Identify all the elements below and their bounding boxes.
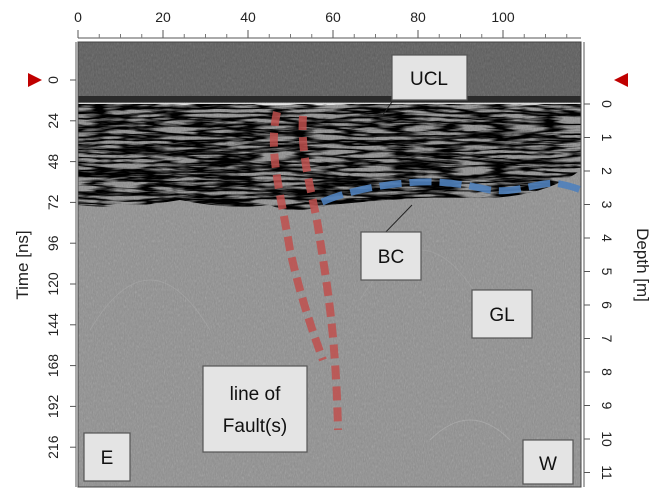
top-axis: 0 20 40 60 80 100	[74, 9, 581, 39]
left-axis-title: Time [ns]	[13, 230, 32, 299]
top-tick-label: 20	[155, 9, 171, 25]
plot-frame	[77, 41, 582, 488]
svg-text:BC: BC	[378, 247, 404, 268]
ucl-callout: UCL	[391, 54, 468, 101]
bc-reflector-line	[320, 178, 583, 206]
top-tick-label: 60	[325, 9, 341, 25]
right-axis-title: Depth [m]	[633, 228, 652, 302]
left-tick-label: 144	[45, 313, 61, 337]
svg-text:Fault(s): Fault(s)	[223, 416, 287, 437]
fault-line-left	[269, 111, 327, 362]
right-tick-label: 3	[599, 201, 615, 209]
east-label: E	[83, 432, 131, 482]
right-tick-label: 4	[599, 234, 615, 242]
top-tick-label: 40	[240, 9, 256, 25]
top-tick-label: 80	[410, 9, 426, 25]
right-surface-marker-icon	[614, 73, 628, 87]
left-tick-label: 96	[45, 235, 61, 251]
right-tick-label: 11	[599, 465, 615, 480]
right-tick-label: 0	[599, 100, 615, 108]
west-label: W	[522, 439, 574, 485]
right-tick-label: 6	[599, 301, 615, 309]
gl-callout: GL	[471, 289, 533, 339]
svg-text:E: E	[101, 448, 114, 469]
top-tick-label: 0	[74, 9, 82, 25]
right-tick-label: 7	[599, 335, 615, 343]
radargram-image	[78, 42, 581, 487]
svg-text:GL: GL	[489, 305, 514, 326]
right-tick-label: 8	[599, 368, 615, 376]
left-tick-label: 48	[45, 154, 61, 170]
left-tick-label: 216	[45, 435, 61, 459]
left-tick-label: 0	[45, 76, 61, 84]
left-tick-label: 24	[45, 113, 61, 129]
right-tick-label: 5	[599, 268, 615, 276]
fault-line-right	[298, 115, 342, 431]
right-tick-label: 9	[599, 402, 615, 410]
left-surface-marker-icon	[28, 73, 42, 87]
svg-text:UCL: UCL	[410, 69, 448, 90]
right-tick-label: 2	[599, 167, 615, 175]
left-tick-label: 168	[45, 354, 61, 378]
left-tick-label: 192	[45, 395, 61, 419]
right-tick-label: 1	[599, 134, 615, 142]
svg-text:W: W	[539, 454, 557, 475]
fault-lines	[269, 111, 342, 431]
left-axis: 0 24 48 72 96 120 144 168 192 216 Time [ns]	[13, 42, 77, 487]
left-tick-label: 72	[45, 194, 61, 210]
svg-text:line of: line of	[230, 384, 281, 405]
fault-callout: line of Fault(s)	[202, 365, 308, 453]
bc-callout: BC	[360, 231, 422, 281]
top-tick-label: 100	[491, 9, 515, 25]
right-tick-label: 10	[599, 431, 615, 447]
left-tick-label: 120	[45, 272, 61, 296]
right-axis: 0 1 2 3 4 5 6 7 8 9 10 11 Depth [m]	[583, 42, 652, 487]
ucl-leader	[381, 101, 393, 117]
